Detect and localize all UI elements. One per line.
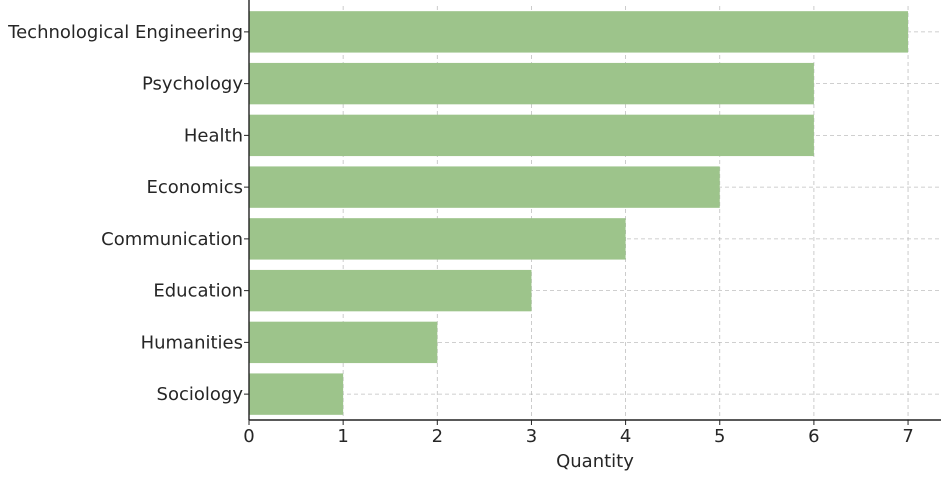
- y-tick-label: Health: [184, 125, 243, 146]
- bar: [249, 114, 814, 157]
- bars: [249, 11, 909, 415]
- bar: [249, 62, 814, 105]
- bar: [249, 11, 909, 53]
- x-tick-label: 5: [714, 426, 725, 447]
- y-tick-label: Economics: [146, 177, 243, 198]
- x-tick-label: 6: [808, 426, 819, 447]
- x-tick-label: 0: [243, 426, 254, 447]
- y-tick-label: Communication: [101, 229, 243, 250]
- x-tick-label: 3: [526, 426, 537, 447]
- axes: [244, 0, 941, 425]
- y-tick-label: Humanities: [141, 332, 243, 353]
- tick-labels: Technological Engineering Psychology Healt…: [7, 22, 914, 447]
- x-tick-label: 7: [902, 426, 913, 447]
- x-tick-label: 1: [337, 426, 348, 447]
- y-tick-label: Sociology: [157, 384, 244, 405]
- bar: [249, 166, 720, 208]
- y-tick-label: Education: [153, 281, 243, 302]
- y-tick-label: Psychology: [142, 74, 243, 95]
- y-tick-label: Technological Engineering: [7, 22, 243, 43]
- bar: [249, 373, 344, 415]
- bar: [249, 218, 626, 260]
- x-tick-label: 2: [432, 426, 443, 447]
- bar: [249, 269, 532, 312]
- bar: [249, 321, 438, 364]
- x-axis-label: Quantity: [556, 451, 634, 472]
- x-tick-label: 4: [620, 426, 631, 447]
